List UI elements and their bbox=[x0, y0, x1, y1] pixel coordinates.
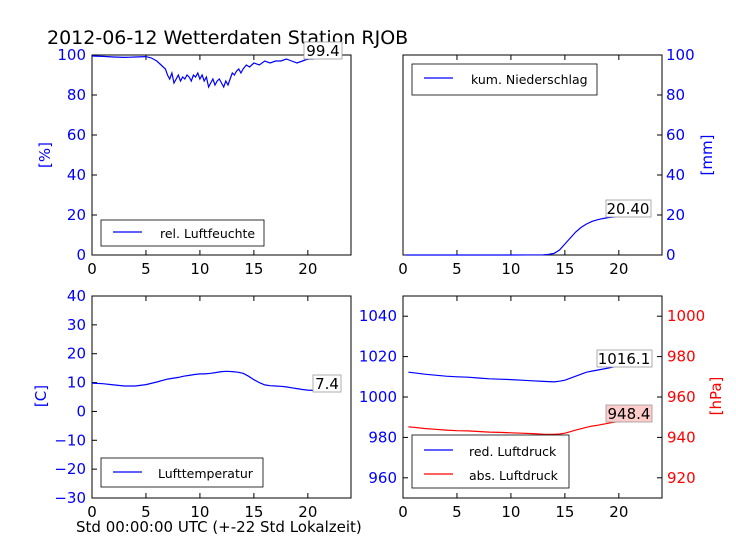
value-box-bg-abs-luftdruck bbox=[605, 404, 653, 423]
value-box-humidity: 99.4 bbox=[303, 41, 343, 60]
y-right-tick-label-pressure-940: 940 bbox=[667, 428, 696, 446]
x-tick-label-precipitation-20: 20 bbox=[609, 260, 628, 278]
value-box-bg-red-luftdruck bbox=[596, 349, 653, 368]
series-line-humidity bbox=[91, 55, 341, 89]
y-tick-label-temperature-−10: −10 bbox=[54, 431, 86, 449]
y-right-tick-label-pressure-980: 980 bbox=[667, 348, 696, 366]
y-tick-label-temperature-10: 10 bbox=[67, 374, 86, 392]
legend-humidity: rel. Luftfeuchte bbox=[100, 219, 265, 247]
ticks-temperature: 0 5 10 15 20 −30 −20 −10 0 10 20 30 40 bbox=[54, 287, 317, 521]
x-tick-label-pressure-15: 15 bbox=[555, 503, 574, 521]
legend-label-abs-luftdruck: abs. Luftdruck bbox=[469, 468, 559, 483]
y-tick-label-pressure-1020: 1020 bbox=[359, 348, 397, 366]
x-tick-label-humidity-5: 5 bbox=[141, 260, 151, 278]
y-tick-label-humidity-0: 0 bbox=[76, 246, 86, 264]
y-tick-label-pressure-980: 980 bbox=[368, 428, 397, 446]
legend-label-humidity: rel. Luftfeuchte bbox=[160, 226, 255, 241]
ticks-humidity: 0 5 10 15 20 0 20 40 60 80 100 bbox=[57, 46, 317, 278]
value-box-bg-precipitation bbox=[605, 199, 652, 218]
value-box-bg-temperature bbox=[312, 374, 342, 393]
plot-area-temperature bbox=[91, 295, 352, 499]
x-tick-label-precipitation-15: 15 bbox=[555, 260, 574, 278]
legend-label-red-luftdruck: red. Luftdruck bbox=[469, 444, 557, 459]
x-tick-label-temperature-5: 5 bbox=[141, 503, 151, 521]
x-tick-label-humidity-0: 0 bbox=[87, 260, 97, 278]
legend-box-temperature bbox=[100, 457, 264, 488]
panel-pressure: 0 5 10 15 20 960 980 1000 1020 1040 920 940 960 980 10… bbox=[359, 295, 725, 521]
x-tick-label-temperature-0: 0 bbox=[87, 503, 97, 521]
panel-temperature: 0 5 10 15 20 −30 −20 −10 0 10 20 30 40 [C] Lufttempe… bbox=[32, 287, 352, 521]
panel-humidity: 0 5 10 15 20 0 20 40 60 80 100 [%] rel. Luftfeucht… bbox=[36, 41, 352, 278]
plot-area-humidity bbox=[91, 54, 352, 256]
x-axis-label: Std 00:00:00 UTC (+-22 Std Lokalzeit) bbox=[76, 518, 362, 536]
value-box-abs-luftdruck: 948.4 bbox=[605, 404, 653, 423]
y-right-tick-label-pressure-960: 960 bbox=[667, 388, 696, 406]
x-tick-label-precipitation-10: 10 bbox=[501, 260, 520, 278]
x-tick-label-humidity-20: 20 bbox=[298, 260, 317, 278]
x-tick-label-pressure-5: 5 bbox=[452, 503, 462, 521]
legend-temperature: Lufttemperatur bbox=[100, 457, 264, 488]
y-tick-label-pressure-1000: 1000 bbox=[359, 388, 397, 406]
y-tick-label-pressure-1040: 1040 bbox=[359, 307, 397, 325]
legend-box-humidity bbox=[100, 219, 265, 247]
ylabel-pressure-right: [hPa] bbox=[707, 377, 725, 416]
y-tick-label-temperature-−30: −30 bbox=[54, 489, 86, 507]
panel-precipitation: 0 5 10 15 20 0 20 40 60 80 100 [mm] kum. Niedersch… bbox=[398, 46, 716, 278]
y-tick-label-humidity-60: 60 bbox=[67, 126, 86, 144]
x-tick-label-temperature-15: 15 bbox=[244, 503, 263, 521]
y-tick-label-humidity-20: 20 bbox=[67, 206, 86, 224]
value-label-abs-luftdruck: 948.4 bbox=[608, 405, 651, 423]
x-tick-label-pressure-0: 0 bbox=[398, 503, 408, 521]
value-box-precipitation: 20.40 bbox=[605, 199, 652, 218]
ticks-pressure: 0 5 10 15 20 960 980 1000 1020 1040 920 940 960 980 10… bbox=[359, 296, 705, 521]
y-right-tick-label-pressure-920: 920 bbox=[667, 469, 696, 487]
y-tick-label-humidity-100: 100 bbox=[57, 46, 86, 64]
y-tick-label-temperature-40: 40 bbox=[67, 287, 86, 305]
y-tick-label-humidity-40: 40 bbox=[67, 166, 86, 184]
y-tick-label-precipitation-80: 80 bbox=[666, 86, 685, 104]
value-box-bg-humidity bbox=[303, 41, 343, 60]
y-right-tick-label-pressure-1000: 1000 bbox=[667, 307, 705, 325]
y-tick-label-precipitation-100: 100 bbox=[666, 46, 695, 64]
x-tick-label-humidity-10: 10 bbox=[190, 260, 209, 278]
value-box-red-luftdruck: 1016.1 bbox=[596, 349, 653, 368]
figure-title: 2012-06-12 Wetterdaten Station RJOB bbox=[47, 27, 408, 49]
y-tick-label-precipitation-60: 60 bbox=[666, 126, 685, 144]
x-tick-label-temperature-20: 20 bbox=[298, 503, 317, 521]
x-tick-label-precipitation-0: 0 bbox=[398, 260, 408, 278]
value-label-temperature: 7.4 bbox=[315, 375, 339, 393]
legend-box-pressure bbox=[411, 434, 570, 489]
y-tick-label-temperature-−20: −20 bbox=[54, 460, 86, 478]
legend-box-precipitation bbox=[411, 63, 598, 96]
y-tick-label-precipitation-40: 40 bbox=[666, 166, 685, 184]
ylabel-humidity: [%] bbox=[36, 142, 54, 168]
y-tick-label-temperature-0: 0 bbox=[76, 402, 86, 420]
legend-pressure: red. Luftdruck abs. Luftdruck bbox=[411, 434, 570, 489]
y-tick-label-humidity-80: 80 bbox=[67, 86, 86, 104]
series-line-temperature bbox=[91, 370, 341, 392]
value-box-temperature: 7.4 bbox=[312, 374, 342, 393]
legend-precipitation: kum. Niederschlag bbox=[411, 63, 598, 96]
x-tick-label-precipitation-5: 5 bbox=[452, 260, 462, 278]
y-tick-label-precipitation-20: 20 bbox=[666, 206, 685, 224]
legend-label-temperature: Lufttemperatur bbox=[158, 466, 254, 481]
x-tick-label-pressure-10: 10 bbox=[501, 503, 520, 521]
legend-label-precipitation: kum. Niederschlag bbox=[471, 72, 588, 87]
value-label-red-luftdruck: 1016.1 bbox=[598, 350, 651, 368]
x-tick-label-pressure-20: 20 bbox=[609, 503, 628, 521]
ylabel-precipitation: [mm] bbox=[698, 135, 716, 176]
value-label-humidity: 99.4 bbox=[306, 42, 339, 60]
x-tick-label-humidity-15: 15 bbox=[244, 260, 263, 278]
ylabel-temperature: [C] bbox=[32, 385, 50, 407]
ticks-precipitation: 0 5 10 15 20 0 20 40 60 80 100 bbox=[398, 46, 694, 278]
value-label-precipitation: 20.40 bbox=[607, 200, 650, 218]
y-tick-label-temperature-20: 20 bbox=[67, 345, 86, 363]
x-tick-label-temperature-10: 10 bbox=[190, 503, 209, 521]
y-tick-label-pressure-960: 960 bbox=[368, 469, 397, 487]
y-tick-label-temperature-30: 30 bbox=[67, 316, 86, 334]
y-tick-label-precipitation-0: 0 bbox=[666, 246, 676, 264]
